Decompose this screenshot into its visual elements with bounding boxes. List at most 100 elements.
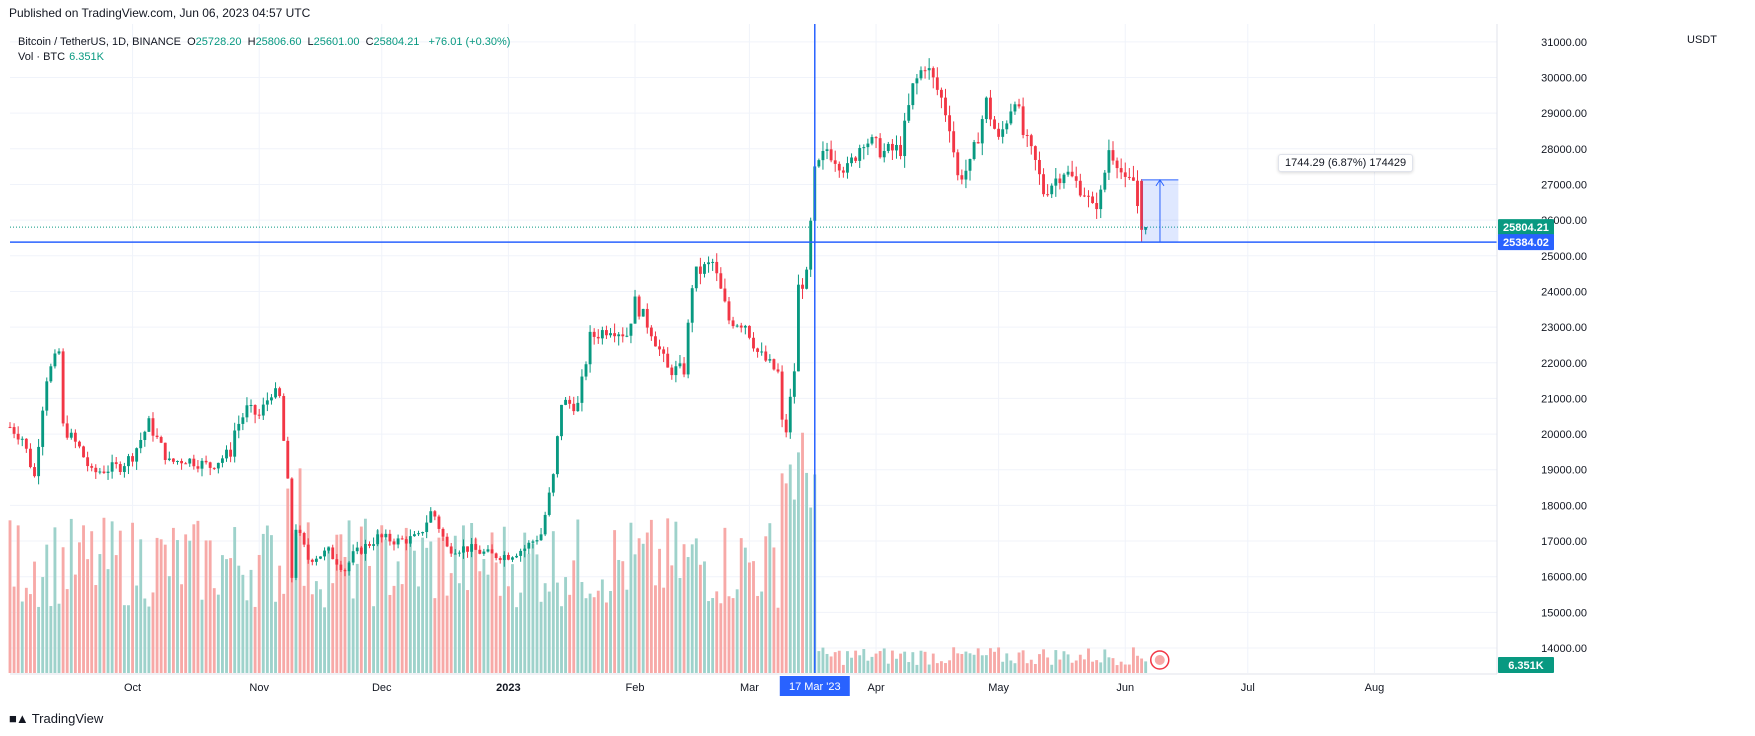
volume-bar: [989, 648, 992, 673]
axes: 14000.00 15000.00 16000.00 17000.00 18000.00…: [10, 24, 1587, 696]
volume-bar: [278, 565, 282, 673]
candle-body: [592, 331, 596, 337]
volume-bar: [829, 656, 833, 673]
volume-bar: [899, 653, 902, 673]
candle-body: [82, 446, 85, 458]
candle-body: [1144, 227, 1148, 230]
volume-bar: [225, 559, 228, 673]
volume-bar: [935, 663, 939, 673]
candle-body: [208, 462, 212, 468]
candle-body: [1136, 180, 1139, 207]
volume-bar: [944, 663, 947, 673]
candle-body: [972, 142, 976, 160]
candle-body: [584, 364, 588, 377]
volume-bar: [245, 600, 249, 673]
volume-bar: [1005, 653, 1009, 673]
candle-body: [866, 143, 870, 148]
candle-body: [486, 549, 490, 552]
candle-body: [850, 157, 853, 164]
volume-bar: [625, 589, 629, 673]
candle-body: [580, 376, 584, 403]
candle-body: [200, 460, 204, 469]
candle-body: [270, 397, 273, 401]
candle-body: [915, 78, 919, 84]
candle-body: [935, 77, 939, 90]
volume-bar: [1095, 660, 1099, 673]
volume-bar: [788, 464, 792, 673]
volume-bar: [1140, 658, 1144, 673]
candle-body: [118, 464, 122, 473]
volume-bar: [502, 526, 506, 673]
volume-bar: [825, 653, 829, 673]
candle-body: [539, 534, 543, 541]
brand-name: TradingView: [31, 711, 104, 726]
price-tick-label: 20000.00: [1541, 429, 1587, 441]
candle-body: [1050, 185, 1054, 195]
volume-bar: [1050, 664, 1054, 673]
candle-body: [960, 175, 964, 180]
candle-body: [1058, 178, 1062, 184]
volume-bar: [486, 574, 490, 673]
candle-body: [764, 351, 768, 361]
candle-body: [233, 430, 237, 457]
candle-body: [163, 442, 167, 460]
candle-body: [506, 554, 510, 560]
volume-bar: [633, 554, 637, 673]
candle-body: [372, 544, 376, 546]
candle-body: [437, 516, 441, 529]
volume-bar: [453, 535, 457, 673]
candle-body: [33, 467, 36, 477]
candle-body: [388, 533, 392, 542]
tradingview-footer[interactable]: ■▲ TradingView: [9, 711, 103, 726]
candle-body: [61, 351, 65, 424]
volume-bar: [376, 530, 380, 673]
candle-body: [1046, 194, 1050, 196]
open-label: O: [187, 36, 196, 48]
candle-body: [78, 441, 81, 447]
time-tick-label: Jul: [1241, 682, 1255, 694]
candle-body: [825, 149, 829, 151]
candle-body: [895, 144, 898, 151]
candle-body: [392, 541, 396, 545]
candle-body: [568, 399, 572, 404]
candle-body: [363, 543, 367, 554]
candle-body: [171, 458, 175, 462]
candle-body: [727, 301, 731, 321]
volume-bar: [229, 558, 233, 673]
volume-bar: [363, 518, 367, 673]
candle-body: [249, 405, 253, 407]
volume-bar: [768, 523, 772, 673]
volume-bar: [82, 525, 85, 673]
candle-body: [314, 558, 318, 562]
candles: [8, 58, 1148, 583]
close-value: 25804.21: [373, 36, 420, 48]
candle-body: [441, 528, 445, 537]
candle-body: [212, 467, 216, 469]
candle-body: [1082, 195, 1086, 197]
volume-bar: [45, 544, 49, 673]
volume-bar: [24, 587, 28, 673]
volume-bar: [310, 594, 314, 673]
measure-arrow-head: [1155, 179, 1165, 187]
candle-body: [494, 553, 498, 559]
candle-body: [421, 532, 425, 534]
candle-body: [649, 327, 653, 337]
volume-bar: [1021, 650, 1025, 673]
volume-bar: [711, 598, 715, 673]
volume-bar: [850, 657, 853, 673]
candle-body: [984, 97, 988, 120]
volume-bar: [474, 538, 478, 673]
candle-body: [641, 308, 645, 317]
volume-bar: [535, 554, 539, 673]
volume-bar: [8, 520, 12, 673]
candle-body: [633, 296, 637, 324]
candle-body: [1074, 176, 1078, 181]
candle-body: [351, 551, 355, 563]
candle-body: [519, 550, 523, 556]
volume-bar: [1099, 662, 1103, 673]
candle-body: [694, 266, 698, 289]
volume-bar: [547, 591, 551, 673]
volume-bar: [351, 598, 355, 673]
candle-body: [690, 288, 694, 323]
